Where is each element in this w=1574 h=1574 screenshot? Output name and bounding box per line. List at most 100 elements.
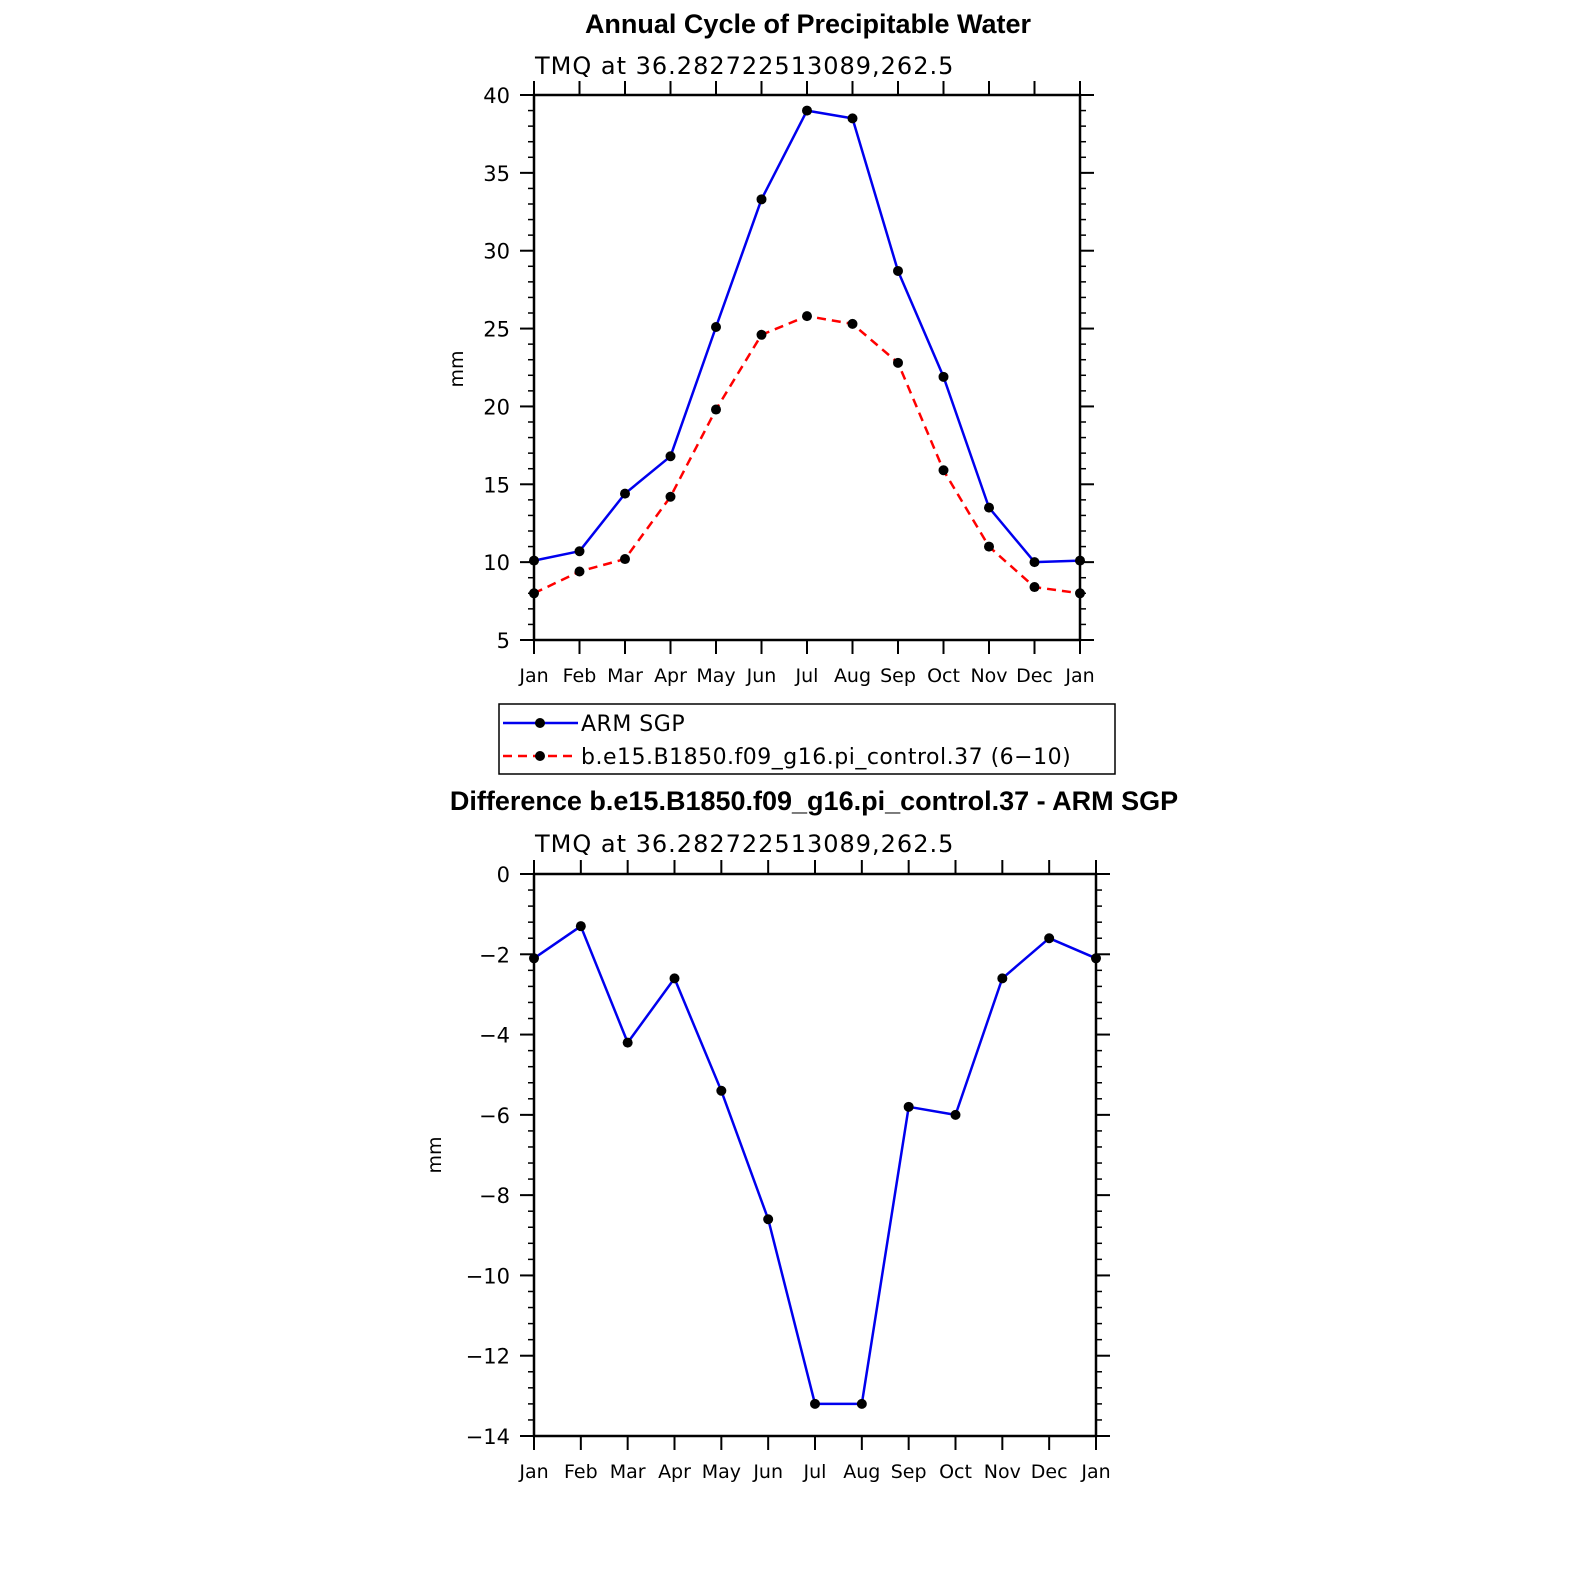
- y-tick-label: 35: [483, 162, 510, 186]
- y-tick-label: 40: [483, 84, 510, 108]
- legend-box: [498, 703, 1116, 775]
- data-point-b-e15-b1850-f09-g16-pi-control-37-6-10: [665, 491, 676, 502]
- data-point-difference: [622, 1037, 633, 1048]
- data-point-b-e15-b1850-f09-g16-pi-control-37-6-10: [574, 566, 585, 577]
- x-tick-label: Jun: [752, 1461, 783, 1483]
- x-tick-label: Apr: [658, 1461, 691, 1483]
- data-point-arm-sgp: [847, 113, 858, 124]
- data-point-b-e15-b1850-f09-g16-pi-control-37-6-10: [1029, 582, 1040, 593]
- data-point-difference: [856, 1398, 867, 1409]
- x-tick-label: Dec: [1031, 1461, 1068, 1483]
- x-tick-label: Jul: [803, 1461, 827, 1483]
- y-tick-label: −10: [466, 1264, 510, 1288]
- x-tick-label: Jul: [795, 665, 819, 687]
- data-point-arm-sgp: [711, 322, 721, 333]
- chart-subtitle: TMQ at 36.282722513089,262.5: [534, 830, 954, 858]
- x-tick-label: Mar: [607, 665, 643, 687]
- data-point-b-e15-b1850-f09-g16-pi-control-37-6-10: [756, 329, 767, 340]
- y-tick-label: −12: [466, 1345, 510, 1369]
- data-point-difference: [529, 953, 539, 964]
- chart-title: Difference b.e15.B1850.f09_g16.pi_contro…: [450, 786, 1178, 816]
- x-tick-label: Jan: [1080, 1461, 1110, 1483]
- data-point-difference: [903, 1101, 914, 1112]
- x-tick-label: May: [702, 1461, 741, 1483]
- data-point-difference: [669, 973, 680, 984]
- data-point-arm-sgp: [620, 488, 630, 499]
- series-line-difference: [533, 924, 1097, 1406]
- x-tick-label: Jun: [746, 665, 777, 687]
- x-tick-label: Jan: [518, 665, 548, 687]
- series-line-b-e15-b1850-f09-g16-pi-control-37-6-10: [533, 314, 1081, 595]
- data-point-b-e15-b1850-f09-g16-pi-control-37-6-10: [984, 541, 994, 552]
- x-tick-label: May: [696, 665, 735, 687]
- legend: ARM SGP b.e15.B1850.f09_g16.pi_control.3…: [498, 703, 1116, 775]
- data-point-b-e15-b1850-f09-g16-pi-control-37-6-10: [620, 554, 630, 565]
- y-tick-label: 0: [497, 863, 510, 887]
- data-point-arm-sgp: [529, 555, 539, 566]
- y-tick-label: −4: [479, 1024, 510, 1048]
- x-tick-label: Nov: [970, 665, 1007, 687]
- data-point-arm-sgp: [1029, 557, 1040, 568]
- data-point-difference: [810, 1398, 820, 1409]
- data-point-difference: [1044, 933, 1055, 944]
- x-tick-label: Oct: [927, 665, 960, 687]
- x-tick-label: Jan: [1064, 665, 1094, 687]
- data-point-difference: [575, 921, 586, 932]
- data-point-difference: [1091, 953, 1101, 964]
- data-point-arm-sgp: [893, 265, 903, 276]
- y-tick-label: 5: [497, 629, 510, 653]
- x-tick-label: Jan: [518, 1461, 548, 1483]
- x-tick-label: Sep: [880, 665, 916, 687]
- data-point-arm-sgp: [984, 502, 994, 513]
- legend-label-model: b.e15.B1850.f09_g16.pi_control.37 (6−10): [581, 745, 1071, 770]
- plot-frame: [532, 93, 1082, 642]
- x-tick-label: Sep: [891, 1461, 927, 1483]
- x-tick-label: Feb: [564, 1461, 598, 1483]
- y-tick-label: −6: [479, 1104, 510, 1128]
- series-line-arm-sgp: [533, 109, 1081, 564]
- annual-cycle-chart: Annual Cycle of Precipitable Water TMQ a…: [446, 9, 1116, 775]
- x-tick-label: Mar: [610, 1461, 646, 1483]
- data-point-b-e15-b1850-f09-g16-pi-control-37-6-10: [1075, 588, 1085, 599]
- data-point-difference: [716, 1085, 727, 1096]
- y-tick-label: 15: [483, 473, 510, 497]
- chart-subtitle: TMQ at 36.282722513089,262.5: [534, 52, 954, 80]
- y-tick-label: −14: [466, 1425, 510, 1449]
- legend-label-arm-sgp: ARM SGP: [581, 712, 685, 737]
- data-point-b-e15-b1850-f09-g16-pi-control-37-6-10: [938, 465, 949, 476]
- data-point-b-e15-b1850-f09-g16-pi-control-37-6-10: [847, 318, 858, 329]
- legend-marker-model: [535, 751, 545, 761]
- data-point-b-e15-b1850-f09-g16-pi-control-37-6-10: [711, 404, 721, 415]
- y-axis-label: mm: [446, 350, 468, 387]
- x-tick-label: Apr: [654, 665, 687, 687]
- data-point-arm-sgp: [574, 546, 585, 557]
- x-tick-label: Nov: [984, 1461, 1021, 1483]
- plot-frame: [532, 872, 1098, 1438]
- x-tick-label: Oct: [939, 1461, 972, 1483]
- y-tick-label: −8: [479, 1184, 510, 1208]
- chart-title: Annual Cycle of Precipitable Water: [585, 9, 1032, 39]
- data-point-b-e15-b1850-f09-g16-pi-control-37-6-10: [529, 588, 539, 599]
- y-tick-label: 20: [483, 395, 510, 419]
- data-point-difference: [950, 1109, 961, 1120]
- data-point-b-e15-b1850-f09-g16-pi-control-37-6-10: [893, 357, 903, 368]
- data-point-arm-sgp: [802, 105, 812, 116]
- plot-area: 5 10 15 20 25 30 35 40 Jan Feb Mar Apr May Jun Jul Aug S…: [483, 81, 1095, 687]
- y-tick-label: −2: [479, 943, 510, 967]
- plot-area: −14 −12 −10 −8 −6 −4 −2 0 Jan Feb Mar Apr May Jun Jul A…: [466, 860, 1111, 1483]
- data-point-arm-sgp: [938, 371, 949, 382]
- y-tick-label: 30: [483, 240, 510, 264]
- x-tick-label: Aug: [834, 665, 871, 687]
- data-point-arm-sgp: [756, 194, 767, 205]
- x-tick-label: Aug: [843, 1461, 880, 1483]
- x-tick-label: Feb: [563, 665, 597, 687]
- data-point-arm-sgp: [1075, 555, 1085, 566]
- y-tick-label: 25: [483, 318, 510, 342]
- x-tick-label: Dec: [1016, 665, 1053, 687]
- data-point-arm-sgp: [665, 451, 676, 462]
- difference-chart: Difference b.e15.B1850.f09_g16.pi_contro…: [424, 786, 1178, 1483]
- data-point-difference: [763, 1214, 774, 1225]
- y-tick-label: 10: [483, 551, 510, 575]
- legend-marker-arm-sgp: [535, 718, 545, 728]
